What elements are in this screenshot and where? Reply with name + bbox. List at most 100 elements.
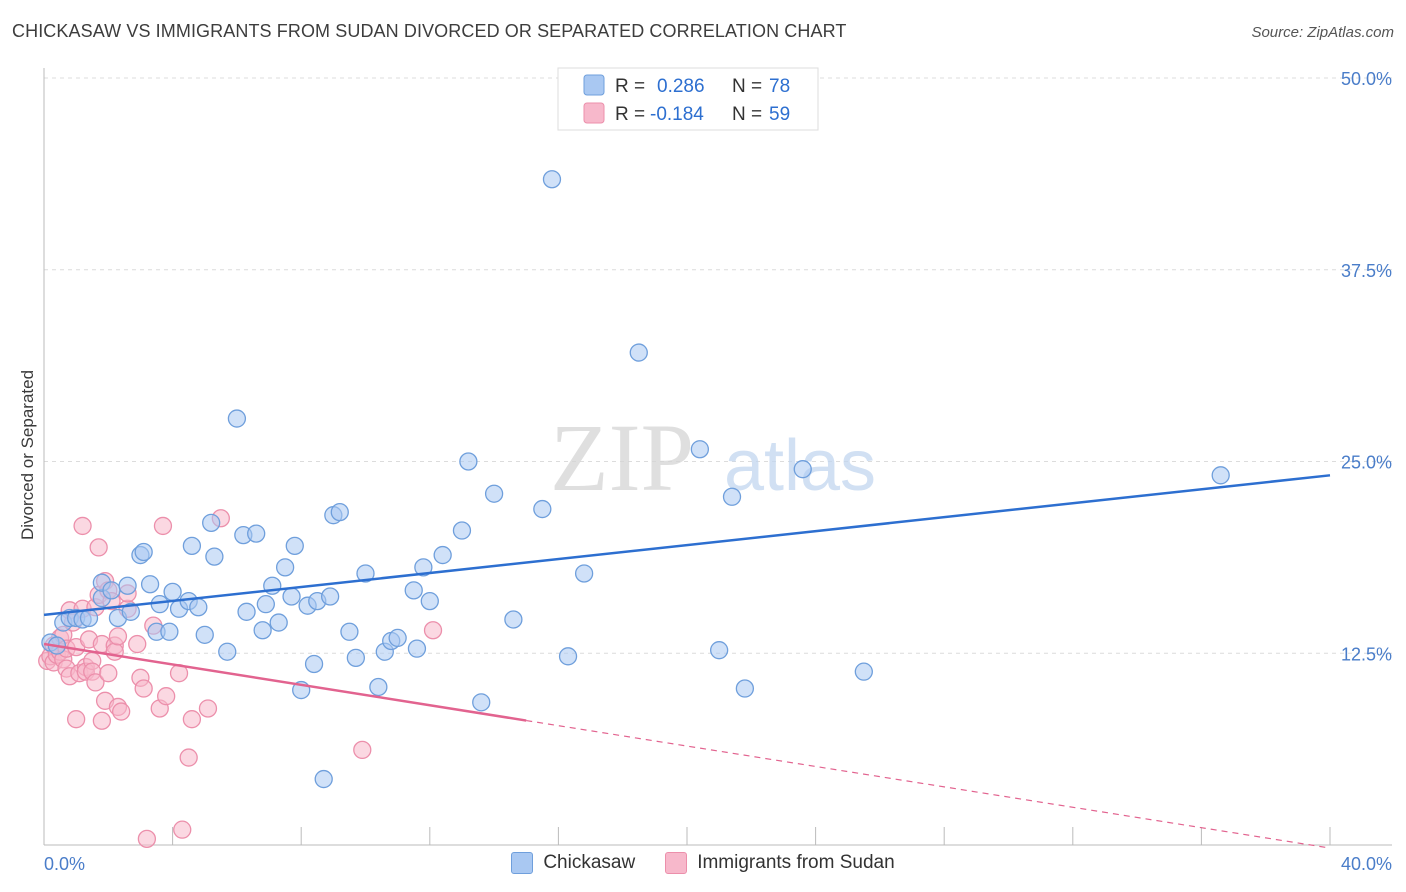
point-blue-58 [433,545,452,565]
y-tick-labels: 12.5% 25.0% 37.5% 50.0% [1341,69,1392,664]
legend-swatch-chickasaw [583,74,605,96]
point-blue-63 [504,610,523,629]
legend-swatch-chickasaw-bottom [511,852,534,874]
point-blue-9 [102,581,121,600]
point-blue-71 [722,487,742,506]
point-blue-72 [735,679,755,698]
point-pink-14 [67,710,86,729]
point-pink-49 [157,687,176,706]
point-blue-25 [202,513,221,533]
point-blue-31 [247,524,266,543]
point-blue-65 [542,170,562,189]
series-chickasaw-points [41,170,1230,789]
point-blue-67 [574,564,594,583]
point-pink-53 [182,710,202,729]
point-blue-30 [237,602,256,621]
point-blue-54 [404,581,423,600]
legend-r-label-2: R = [615,104,645,125]
point-blue-43 [314,769,333,789]
legend-swatch-sudan-bottom [665,852,688,874]
legend-swatch-sudan [583,102,605,124]
point-blue-37 [282,587,301,606]
point-pink-27 [89,538,108,557]
point-blue-61 [472,693,491,712]
point-blue-15 [140,575,160,594]
chart-title: CHICKASAW VS IMMIGRANTS FROM SUDAN DIVOR… [12,21,847,41]
point-blue-73 [793,460,812,479]
point-blue-26 [205,547,224,566]
point-blue-18 [160,622,179,641]
point-blue-28 [227,409,247,428]
legend-item-sudan[interactable]: Immigrants from Sudan [665,852,895,874]
point-pink-33 [99,664,118,683]
point-blue-53 [388,628,407,648]
point-blue-24 [195,625,214,644]
point-blue-48 [346,648,366,668]
gridlines [44,77,1392,654]
watermark-zip: ZIP [550,404,694,511]
y-tick-label-2: 37.5% [1341,261,1392,281]
point-blue-70 [710,641,729,660]
point-pink-18 [73,516,92,536]
point-blue-64 [533,499,552,519]
point-blue-27 [218,642,237,661]
point-pink-57 [423,621,443,640]
x-tick-labels: 0.0% 40.0% [44,854,1392,874]
point-blue-47 [340,622,359,641]
legend-item-chickasaw[interactable]: Chickasaw [511,852,635,874]
x-tick-label-min: 0.0% [44,854,85,874]
point-pink-24 [86,673,105,692]
point-pink-37 [108,627,128,646]
point-pink-48 [153,516,173,536]
legend-n-value-1: 78 [769,76,790,97]
point-blue-41 [304,654,324,674]
watermark: ZIP atlas [550,404,876,511]
point-pink-36 [105,642,124,661]
point-blue-46 [330,502,349,522]
point-blue-22 [182,536,202,556]
legend-n-value-2: 59 [769,104,790,125]
y-axis-label: Divorced or Separated [18,370,37,540]
point-pink-42 [128,634,147,654]
legend-n-label-2: N = [732,104,762,125]
point-pink-39 [112,702,131,721]
x-tick-label-max: 40.0% [1341,854,1392,874]
trend-line-pink-projection [526,719,1331,849]
source-credit: Source: ZipAtlas.com [1251,24,1394,41]
point-blue-75 [1211,466,1230,485]
y-tick-label-1: 25.0% [1341,453,1392,473]
legend-label-sudan: Immigrants from Sudan [697,852,895,873]
point-blue-38 [285,536,304,556]
point-pink-45 [137,829,157,849]
point-blue-55 [407,639,427,658]
point-blue-50 [369,677,388,697]
y-tick-label-3: 50.0% [1341,69,1392,89]
point-blue-59 [452,521,472,540]
point-blue-57 [420,591,439,611]
point-blue-36 [275,558,295,577]
point-blue-35 [269,613,288,632]
legend-n-label-1: N = [732,76,762,97]
correlation-legend: R = 0.286 N = 78 R = -0.184 N = 59 [557,67,819,131]
point-blue-49 [356,564,375,583]
point-blue-32 [253,621,272,640]
trend-line-blue [43,474,1331,617]
point-blue-66 [558,647,578,666]
legend-r-value-1: 0.286 [657,76,705,97]
point-pink-29 [92,711,112,730]
point-blue-44 [320,587,340,606]
series-legend: Chickasaw Immigrants from Sudan [0,852,1406,874]
point-pink-56 [353,740,372,760]
point-blue-69 [690,440,710,459]
point-blue-33 [256,595,275,614]
axes [43,68,1392,846]
trend-line-pink [43,642,527,722]
point-blue-60 [459,452,478,471]
legend-label-chickasaw: Chickasaw [543,852,636,873]
y-tick-label-0: 12.5% [1341,644,1392,664]
point-blue-12 [121,602,140,621]
point-blue-14 [134,542,153,562]
point-pink-52 [179,748,198,767]
point-blue-19 [163,582,182,602]
